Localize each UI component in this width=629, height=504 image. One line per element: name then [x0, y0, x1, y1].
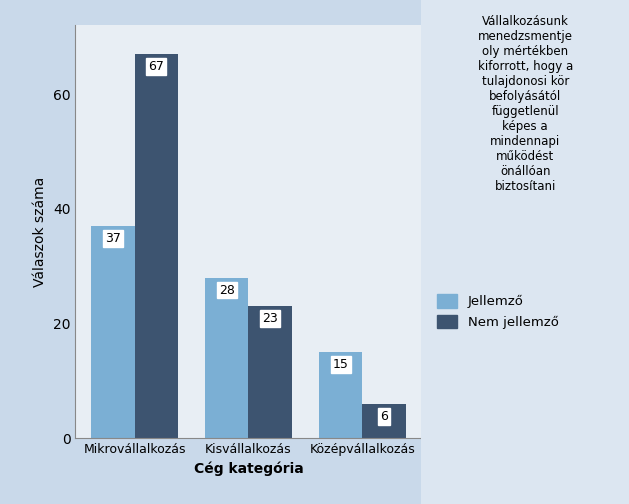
Bar: [205, 278, 248, 438]
Bar: [362, 404, 406, 438]
Y-axis label: Válaszok száma: Válaszok száma: [33, 177, 47, 287]
Text: 67: 67: [148, 59, 164, 73]
Text: 37: 37: [105, 232, 121, 245]
Bar: [248, 306, 292, 438]
Text: 15: 15: [333, 358, 348, 371]
Text: 23: 23: [262, 312, 278, 325]
X-axis label: Cég kategória: Cég kategória: [194, 462, 303, 476]
Text: Vállalkozásunk
menedzsmentje
oly mértékben
kiforrott, hogy a
tulajdonosi kör
bef: Vállalkozásunk menedzsmentje oly mértékb…: [477, 15, 573, 193]
Legend: Jellemző, Nem jellemző: Jellemző, Nem jellemző: [432, 289, 564, 335]
Text: 6: 6: [380, 410, 388, 423]
Bar: [319, 352, 362, 438]
Text: 28: 28: [219, 283, 235, 296]
Bar: [91, 226, 135, 438]
Bar: [135, 54, 178, 438]
